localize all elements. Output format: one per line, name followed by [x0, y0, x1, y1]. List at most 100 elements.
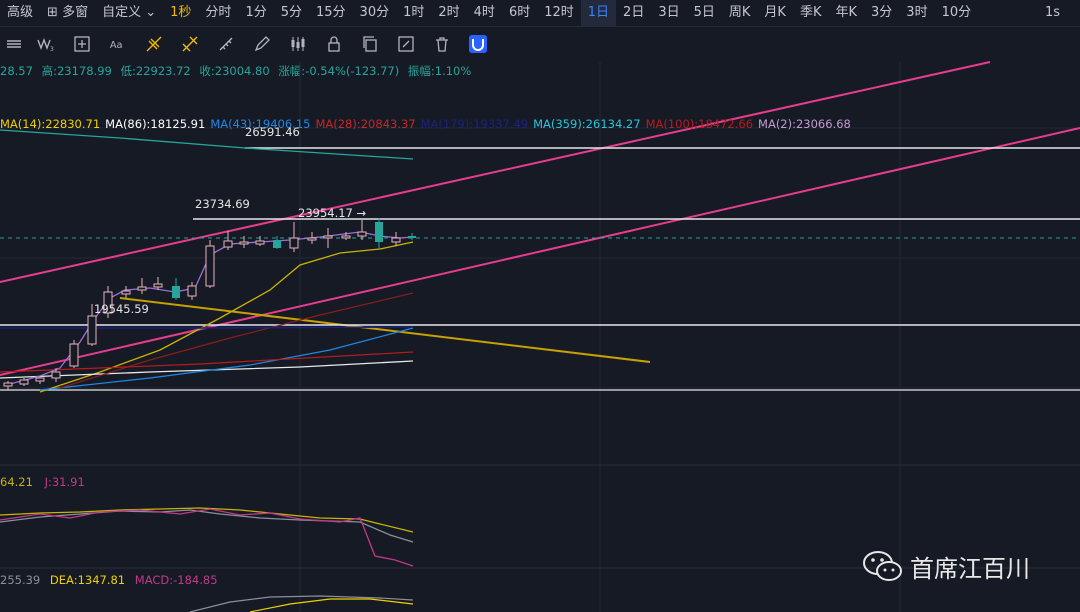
kdj-k-line	[0, 507, 414, 533]
macd-dif-value: 255.39	[0, 573, 41, 587]
ma-legend-item: MA(100):18472.66	[645, 117, 754, 131]
timeframe-timeshare[interactable]: 分时	[205, 5, 232, 20]
candle-body	[69, 343, 79, 367]
yellow-trendline[interactable]	[119, 297, 651, 363]
edit-icon	[398, 36, 414, 52]
brush-tool[interactable]	[244, 28, 280, 60]
timeframe-1s[interactable]: 1秒	[170, 5, 192, 20]
ruler-icon	[219, 37, 233, 51]
candle-body	[51, 371, 61, 379]
macd-value: MACD:-184.85	[134, 573, 218, 587]
timeframe-1s-right[interactable]: 1s	[1044, 5, 1060, 20]
ruler-tool[interactable]	[208, 28, 244, 60]
kdj-d-line	[0, 509, 414, 543]
amplitude-value: 振幅:1.10%	[407, 64, 472, 78]
candle-tool[interactable]	[280, 28, 316, 60]
candle-body	[375, 222, 383, 242]
timeframe-1m[interactable]: 1分	[245, 5, 267, 20]
ma86-line	[0, 360, 414, 379]
ma28-line	[59, 292, 414, 389]
multi-window-button[interactable]: ⊞ 多窗	[47, 5, 89, 20]
drawing-toolbar: 3 Aa	[0, 28, 1080, 60]
kdj-k-value: 64.21	[0, 475, 33, 489]
delete-tool[interactable]	[424, 28, 460, 60]
price-label-23954: 23954.17 →	[298, 206, 367, 220]
timeframe-year[interactable]: 年K	[835, 5, 858, 20]
candle-body	[205, 245, 215, 287]
pattern-icon	[182, 36, 198, 52]
price-label-23734: 23734.69	[195, 197, 250, 211]
brush-icon	[254, 36, 270, 52]
edit-tool[interactable]	[388, 28, 424, 60]
timeframe-3h[interactable]: 3时	[906, 5, 928, 20]
ma179-line	[0, 326, 414, 329]
timeframe-3d[interactable]: 3日	[658, 5, 680, 20]
magnet-icon	[469, 35, 487, 53]
timeframe-toolbar: 高级 ⊞ 多窗 自定义 ⌄ 1秒 分时 1分 5分 15分 30分 1时 2时 …	[0, 0, 1080, 27]
watermark: 首席江百川	[862, 548, 1030, 584]
timeframe-1h[interactable]: 1时	[403, 5, 425, 20]
low-value: 低:22923.72	[120, 64, 191, 78]
multi-window-icon: ⊞	[47, 5, 58, 20]
lock-tool[interactable]	[316, 28, 352, 60]
kdj-legend: 64.21 J:31.91	[0, 475, 85, 489]
timeframe-3m[interactable]: 3分	[871, 5, 893, 20]
candle-body	[239, 241, 249, 245]
timeframe-week[interactable]: 周K	[728, 5, 751, 20]
kdj-j-line	[0, 508, 414, 567]
timeframe-6h[interactable]: 6时	[508, 5, 531, 20]
candlestick-icon	[291, 37, 305, 51]
candle-body	[187, 285, 197, 297]
candle-body	[223, 240, 233, 248]
timeframe-quarter[interactable]: 季K	[799, 5, 822, 20]
fib-tool[interactable]	[136, 28, 172, 60]
timeframe-5m[interactable]: 5分	[280, 5, 302, 20]
ma100-line	[0, 351, 414, 373]
history-advanced-tab[interactable]: 高级	[7, 5, 34, 20]
pink-trendline-upper[interactable]	[0, 61, 991, 283]
pink-trendline-lower[interactable]	[0, 127, 1080, 376]
pattern-tool[interactable]	[172, 28, 208, 60]
timeframe-2h[interactable]: 2时	[438, 5, 460, 20]
ma-legend-item: MA(2):23066.68	[758, 117, 851, 131]
wechat-icon	[863, 551, 902, 581]
timeframe-1d[interactable]: 1日	[580, 0, 617, 26]
price-label-19545: 19545.59	[94, 302, 149, 316]
candle-body	[391, 237, 401, 243]
candle-body	[121, 290, 131, 295]
copy-icon	[363, 36, 377, 52]
candle-body	[172, 286, 180, 298]
trash-icon	[436, 37, 448, 52]
candle-body	[103, 291, 113, 314]
copy-tool[interactable]	[352, 28, 388, 60]
ma-legend-item: MA(28):20843.37	[315, 117, 416, 131]
change-value: 涨幅:-0.54%(-123.77)	[278, 64, 400, 78]
fib-icon	[146, 36, 162, 52]
horizontal-lines-tool[interactable]	[0, 28, 28, 60]
candle-body	[408, 236, 416, 238]
candle-body	[3, 382, 13, 387]
kdj-j-value: J:31.91	[44, 475, 85, 489]
timeframe-5d[interactable]: 5日	[693, 5, 715, 20]
macd-dea-value: DEA:1347.81	[49, 573, 126, 587]
macd-dif-line	[249, 598, 414, 612]
timeframe-4h[interactable]: 4时	[473, 5, 495, 20]
text-aa-icon: Aa	[110, 40, 123, 51]
timeframe-month[interactable]: 月K	[764, 5, 786, 20]
candle-body	[289, 237, 299, 249]
candle-body	[357, 231, 367, 237]
wave-tool[interactable]: 3	[28, 28, 64, 60]
timeframe-15m[interactable]: 15分	[316, 5, 346, 20]
custom-dropdown[interactable]: 自定义 ⌄	[102, 5, 157, 20]
svg-text:3: 3	[50, 46, 54, 53]
text-tool[interactable]: Aa	[100, 28, 136, 60]
timeframe-10m[interactable]: 10分	[941, 5, 972, 20]
ma-legend-item: MA(359):26134.27	[533, 117, 641, 131]
timeframe-12h[interactable]: 12时	[544, 5, 574, 20]
crosshair-tool[interactable]	[64, 28, 100, 60]
horizontal-lines-icon	[7, 40, 21, 48]
magnet-tool[interactable]	[460, 28, 496, 60]
timeframe-2d[interactable]: 2日	[623, 5, 645, 20]
timeframe-30m[interactable]: 30分	[359, 5, 390, 20]
